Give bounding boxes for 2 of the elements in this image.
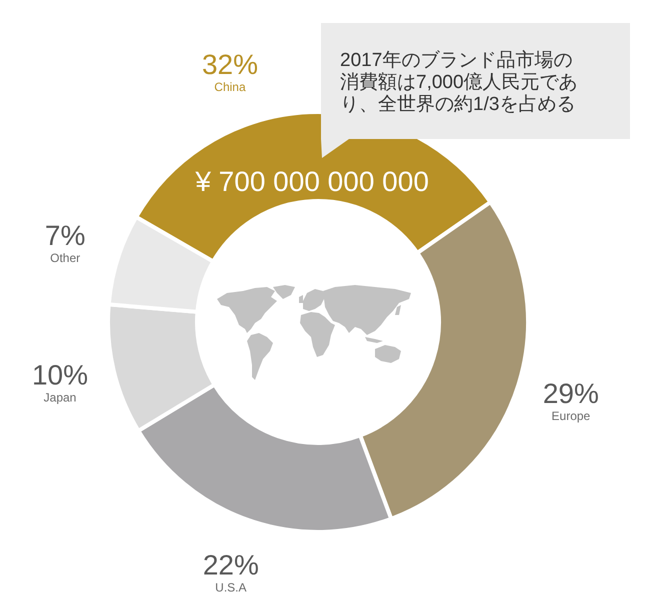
annotation: ¥ 700 000 000 000 xyxy=(195,166,429,198)
annotation: 2017年のブランド品市場の消費額は7,000億人民元であり、全世界の約1/3を占める xyxy=(340,50,579,116)
